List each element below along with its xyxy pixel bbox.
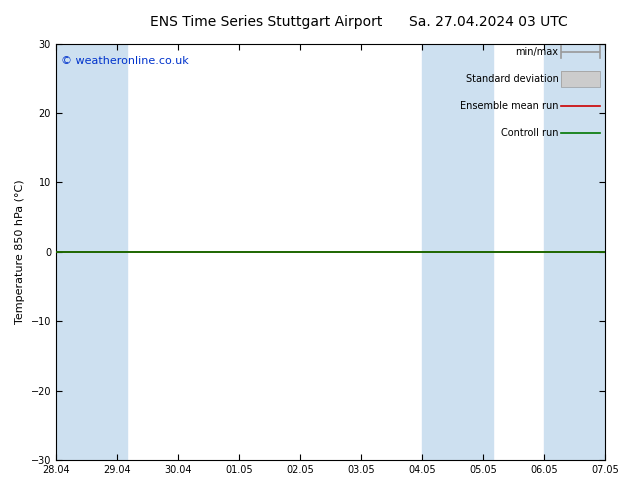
- Bar: [544, 44, 605, 460]
- Text: © weatheronline.co.uk: © weatheronline.co.uk: [61, 56, 189, 66]
- Bar: [422, 44, 493, 460]
- Text: Standard deviation: Standard deviation: [465, 74, 559, 84]
- Bar: [561, 71, 600, 87]
- Text: Ensemble mean run: Ensemble mean run: [460, 101, 559, 111]
- Text: Sa. 27.04.2024 03 UTC: Sa. 27.04.2024 03 UTC: [409, 15, 567, 29]
- Text: Controll run: Controll run: [501, 128, 559, 138]
- Bar: [561, 71, 600, 87]
- Text: min/max: min/max: [515, 47, 559, 57]
- Y-axis label: Temperature 850 hPa (°C): Temperature 850 hPa (°C): [15, 179, 25, 324]
- Text: ENS Time Series Stuttgart Airport: ENS Time Series Stuttgart Airport: [150, 15, 382, 29]
- Bar: [56, 44, 107, 460]
- Bar: [107, 44, 127, 460]
